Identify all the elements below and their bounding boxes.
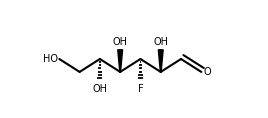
Text: OH: OH	[113, 37, 128, 47]
Text: OH: OH	[92, 84, 107, 94]
Text: OH: OH	[153, 37, 168, 47]
Polygon shape	[158, 50, 163, 72]
Polygon shape	[118, 50, 122, 72]
Text: F: F	[138, 84, 143, 94]
Text: O: O	[203, 67, 211, 77]
Text: HO: HO	[43, 54, 58, 64]
